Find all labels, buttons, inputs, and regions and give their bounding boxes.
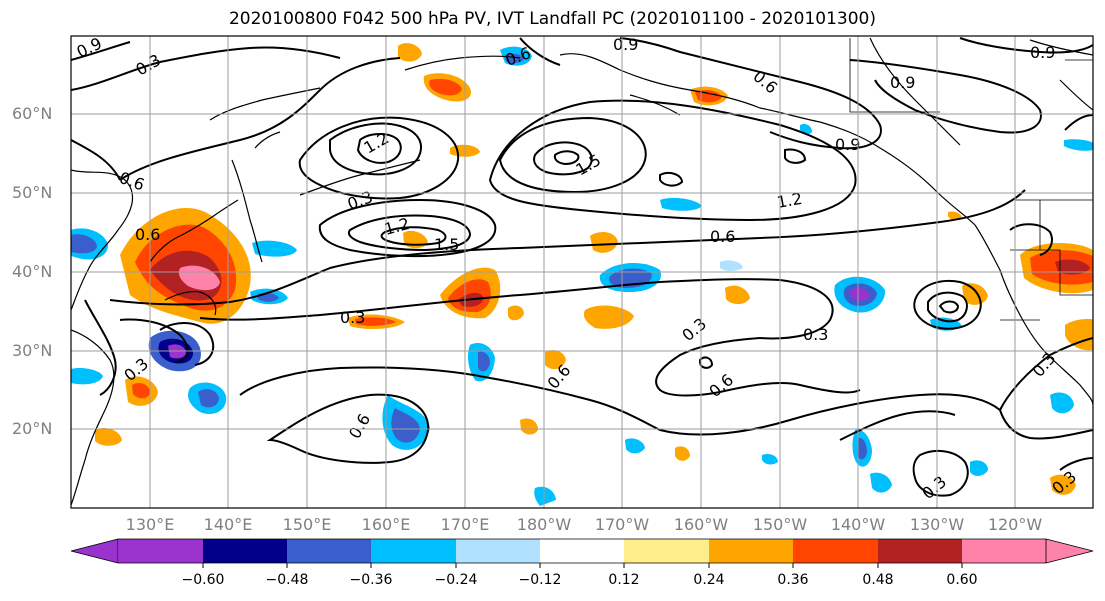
lon-label: 160°E: [361, 515, 411, 534]
lat-label: 50°N: [12, 183, 53, 202]
contour-label: 0.9: [613, 35, 638, 54]
lon-label: 150°W: [752, 515, 808, 534]
colorbar-tick-label: −0.24: [434, 572, 478, 588]
contour-label: 0.9: [835, 135, 860, 154]
colorbar-segment: [203, 539, 287, 563]
colorbar: [70, 538, 1094, 568]
lon-label: 140°W: [830, 515, 886, 534]
lon-label: 170°E: [440, 515, 490, 534]
contour-label: 1.2: [775, 189, 803, 212]
colorbar-segment: [709, 539, 793, 563]
lon-label: 130°W: [909, 515, 965, 534]
colorbar-tick-label: 0.24: [693, 572, 725, 588]
colorbar-segment: [540, 539, 624, 563]
contour-label: 0.3: [340, 308, 365, 327]
colorbar-tick-label: 0.36: [777, 572, 809, 588]
colorbar-segment: [118, 539, 203, 563]
contour-label: 1.5: [434, 235, 459, 254]
colorbar-tick-label: −0.36: [349, 572, 393, 588]
colorbar-segment: [962, 539, 1046, 563]
colorbar-segment: [371, 539, 456, 563]
lat-label: 30°N: [12, 341, 53, 360]
lon-label: 180°W: [516, 515, 572, 534]
gridlines: [71, 36, 1093, 508]
contour-label: 0.3: [803, 325, 828, 344]
lon-label: 150°E: [282, 515, 332, 534]
lat-label: 40°N: [12, 262, 53, 281]
lat-label: 60°N: [12, 104, 53, 123]
colorbar-segment: [878, 539, 962, 563]
colorbar-tick-label: −0.60: [181, 572, 225, 588]
colorbar-tick-label: 0.48: [862, 572, 894, 588]
colorbar-segment: [793, 539, 878, 563]
contour-label: 0.9: [890, 73, 915, 92]
lon-label: 140°E: [203, 515, 253, 534]
contour-label: 0.6: [710, 227, 735, 246]
pv-contours: [71, 37, 1093, 497]
lon-label: 170°W: [594, 515, 650, 534]
colorbar-segment: [624, 539, 709, 563]
map-frame: [70, 35, 1094, 509]
colorbar-extend-low: [70, 538, 119, 564]
colorbar-tick-label: −0.12: [518, 572, 562, 588]
colorbar-segment: [287, 539, 371, 563]
colorbar-tick-label: 0.60: [946, 572, 978, 588]
lon-label: 120°W: [987, 515, 1043, 534]
colorbar-tick-label: 0.12: [608, 572, 640, 588]
map-title: 2020100800 F042 500 hPa PV, IVT Landfall…: [228, 9, 876, 29]
lon-label: 160°W: [673, 515, 729, 534]
lon-label: 130°E: [125, 515, 175, 534]
colorbar-extend-high: [1045, 538, 1094, 564]
contour-label: 0.6: [135, 225, 160, 244]
coastlines: [71, 37, 1093, 506]
contour-label: 0.9: [1030, 43, 1055, 62]
colorbar-tick-label: −0.48: [265, 572, 309, 588]
colorbar-segment: [456, 539, 540, 563]
lat-label: 20°N: [12, 419, 53, 438]
